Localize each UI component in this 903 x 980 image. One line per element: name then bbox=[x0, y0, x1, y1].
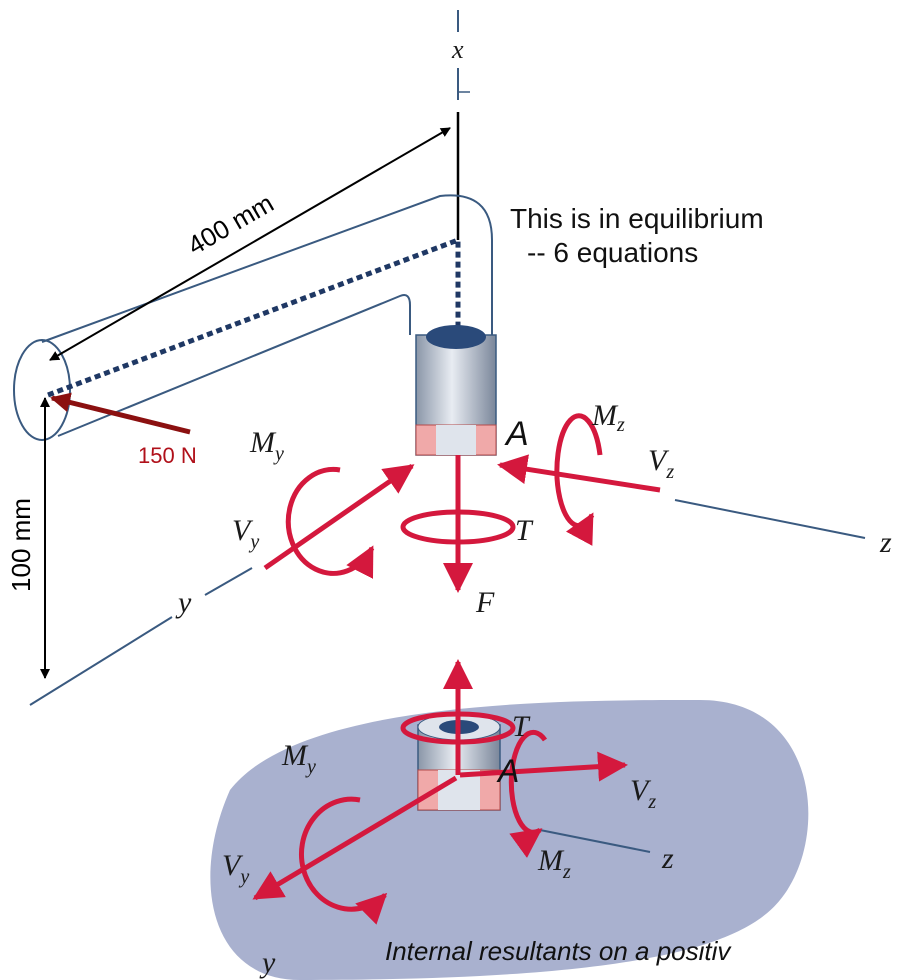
support-cut bbox=[436, 425, 476, 455]
dimension-label: 400 mm bbox=[182, 188, 278, 261]
subscript: y bbox=[273, 443, 284, 465]
axis-label: z bbox=[879, 526, 892, 559]
dimension-line bbox=[50, 128, 450, 360]
y-axis bbox=[30, 617, 172, 705]
dimension-label: 100 mm bbox=[6, 498, 36, 592]
applied-force bbox=[52, 398, 190, 432]
subscript: z bbox=[562, 861, 571, 883]
symbol: M bbox=[591, 399, 619, 432]
point-label: A bbox=[504, 415, 529, 453]
diagram: x 400 mm 100 mm 150 N This is in equilib… bbox=[0, 0, 903, 980]
subscript: y bbox=[305, 756, 316, 778]
moment-label: Mz bbox=[591, 399, 625, 436]
subscript: y bbox=[248, 531, 259, 553]
moment-label: My bbox=[249, 426, 284, 465]
note: -- 6 equations bbox=[527, 237, 698, 268]
force-label: F bbox=[475, 586, 495, 619]
torque-label: T bbox=[512, 710, 531, 743]
z-axis bbox=[675, 500, 865, 538]
note: This is in equilibrium bbox=[510, 203, 764, 234]
y-axis bbox=[205, 568, 252, 595]
subscript: z bbox=[647, 791, 656, 813]
symbol: M bbox=[249, 426, 277, 459]
shear-label: Vy bbox=[232, 514, 259, 553]
axis-label: y bbox=[175, 586, 192, 619]
subscript: z bbox=[616, 414, 625, 436]
subscript: z bbox=[665, 461, 674, 483]
caption: Internal resultants on a positiv bbox=[385, 936, 732, 966]
symbol: M bbox=[537, 844, 565, 877]
point-label: A bbox=[496, 753, 519, 789]
symbol: M bbox=[281, 739, 309, 772]
axis-label: y bbox=[259, 946, 276, 979]
shear-label: Vz bbox=[648, 444, 674, 483]
shear-z bbox=[500, 465, 660, 490]
torque-label: T bbox=[515, 514, 534, 547]
subscript: y bbox=[238, 866, 249, 888]
support-top bbox=[426, 325, 486, 349]
axis-label: z bbox=[661, 842, 674, 875]
axis-label: x bbox=[451, 35, 464, 64]
moment-z bbox=[557, 416, 600, 526]
force-label: 150 N bbox=[138, 443, 197, 468]
